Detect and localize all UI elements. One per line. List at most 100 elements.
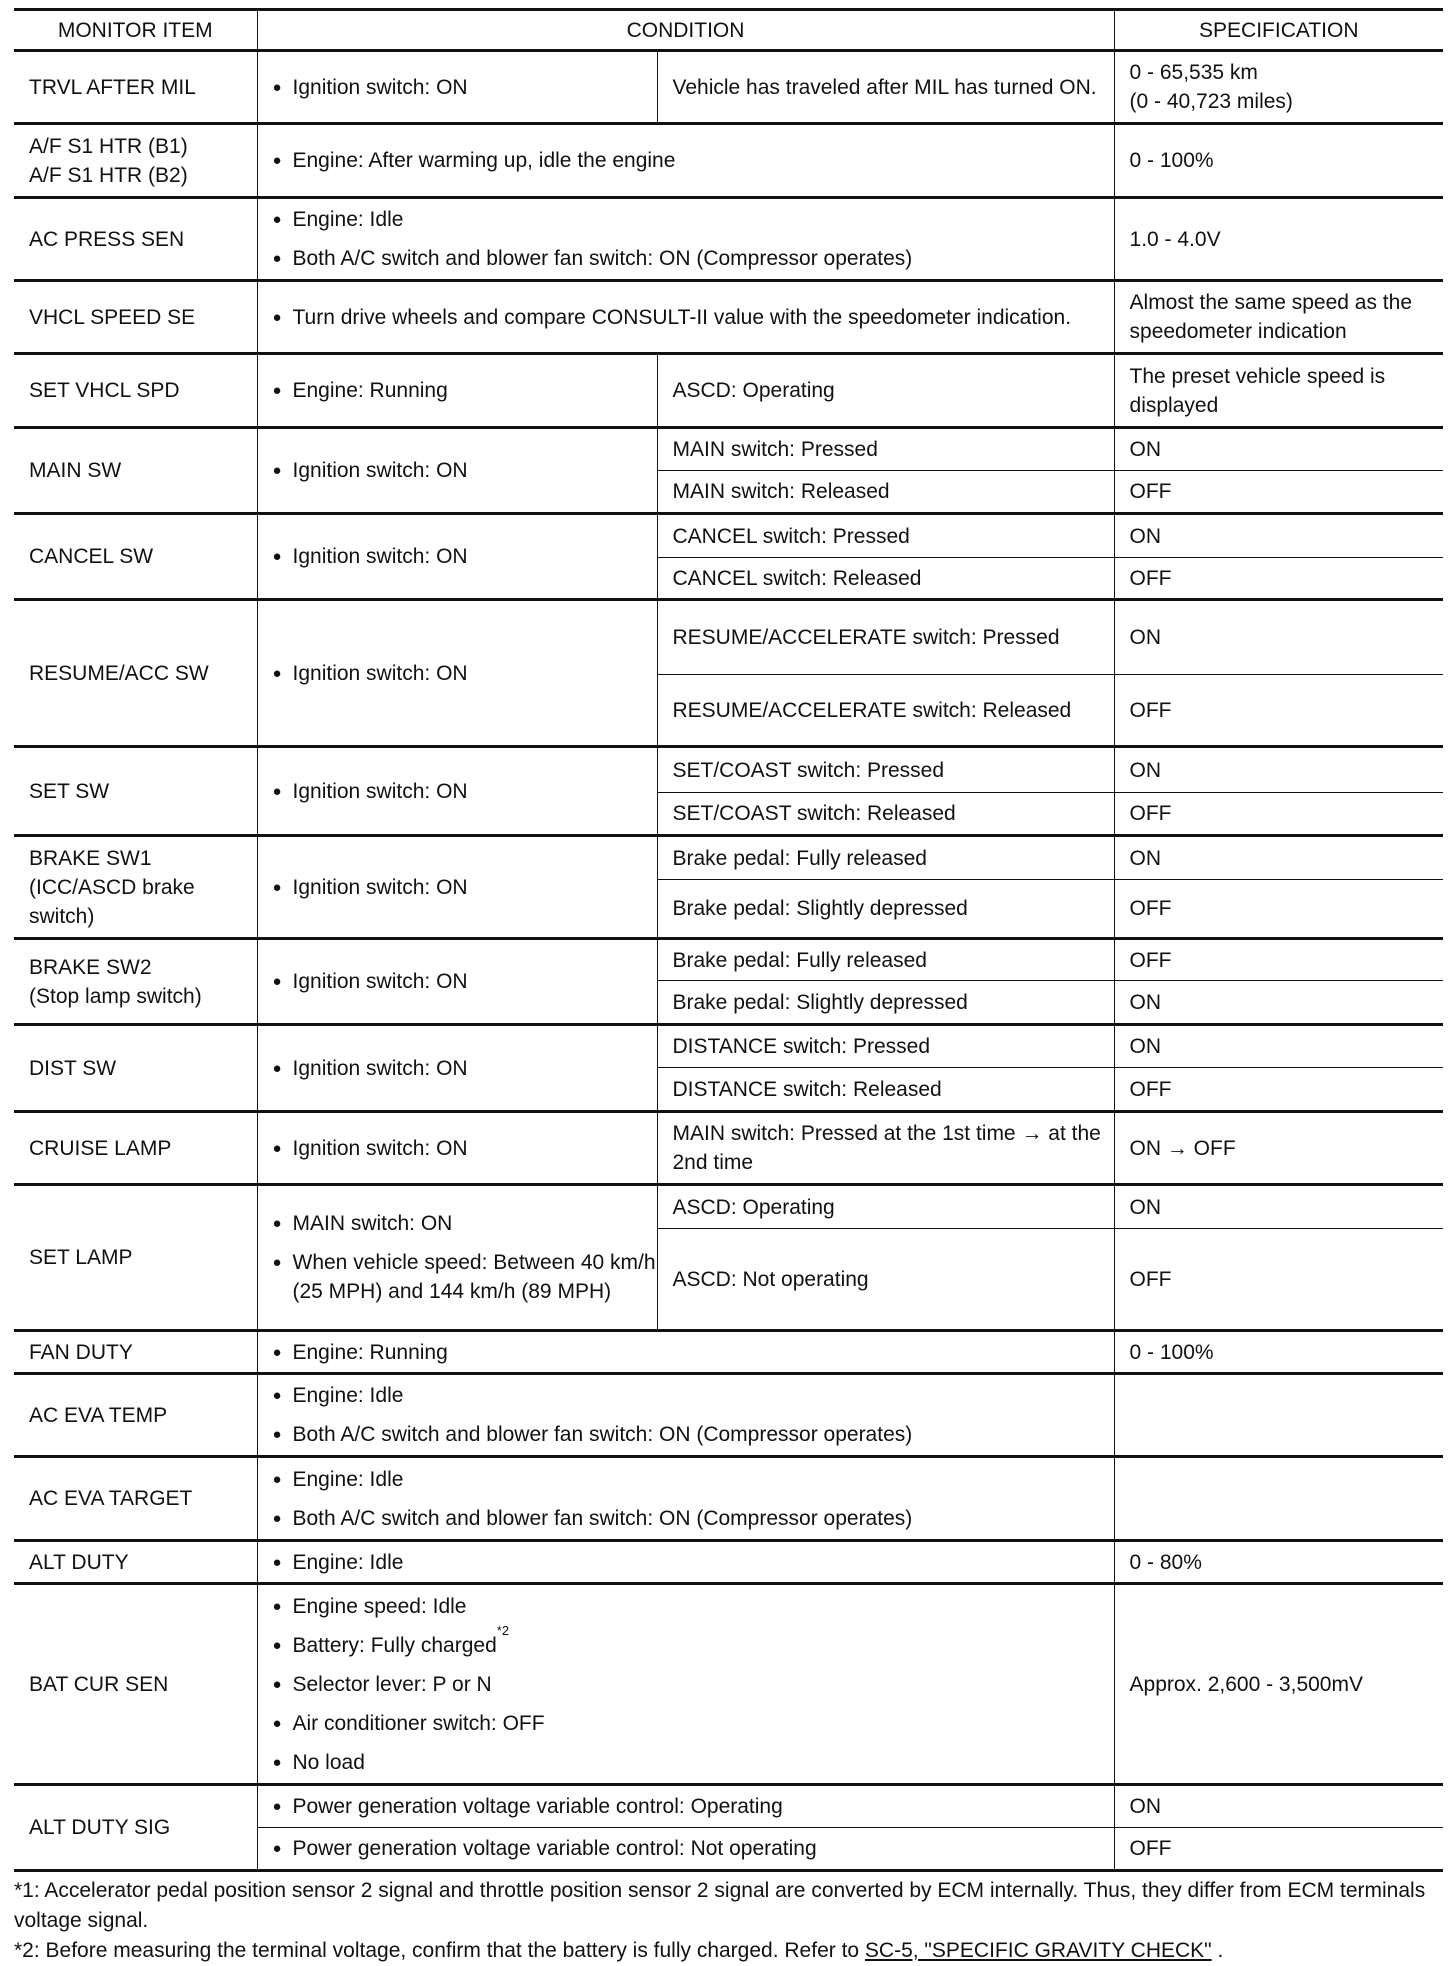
bullet-icon: ● <box>272 1059 282 1077</box>
specification-cell: ON <box>1113 834 1444 880</box>
bullet-icon: ● <box>272 78 282 96</box>
bullet-icon: ● <box>272 1714 282 1732</box>
condition-text: Battery: Fully charged <box>292 1633 497 1657</box>
monitor-item-label: MAIN SW <box>14 426 258 514</box>
bullet-icon: ● <box>272 1597 282 1615</box>
monitor-item-label: SET SW <box>14 745 258 836</box>
condition-bullet: ● No load <box>273 1748 1114 1777</box>
bullet-icon: ● <box>272 878 282 896</box>
condition-bullet: ● Selector lever: P or N <box>273 1670 1114 1699</box>
condition-bullet: ● Ignition switch: ON <box>273 456 657 485</box>
sub-condition-cell: Brake pedal: Slightly depressed <box>657 980 1115 1025</box>
bullet-icon: ● <box>272 548 282 565</box>
monitor-item-table: MONITOR ITEM CONDITION SPECIFICATION TRV… <box>14 8 1444 1872</box>
condition-cell: ● Ignition switch: ON <box>256 1110 658 1185</box>
specification-cell: ON <box>1113 426 1444 471</box>
condition-bullet: ● Ignition switch: ON <box>273 73 657 102</box>
header-monitor-item: MONITOR ITEM <box>14 8 258 51</box>
specification-cell: ON <box>1113 980 1444 1025</box>
header-condition: CONDITION <box>256 8 1115 51</box>
table-row: SET VHCL SPD ● Engine: Running ASCD: Operat… <box>14 352 1444 428</box>
sub-condition-cell: CANCEL switch: Released <box>657 557 1115 600</box>
bullet-icon: ● <box>272 250 282 267</box>
condition-cell: ● Ignition switch: ON <box>256 834 658 939</box>
condition-cell: ● Engine: Idle <box>256 1539 1115 1584</box>
bullet-icon: ● <box>272 664 282 682</box>
specification-cell <box>1113 1372 1444 1457</box>
table-row: ASCD: Not operating OFF <box>14 1228 1444 1331</box>
monitor-item-label: BRAKE SW1 (ICC/ASCD brake switch) <box>14 834 258 939</box>
condition-text: Engine: Idle <box>292 1550 404 1574</box>
condition-text: Engine: Running <box>292 379 448 402</box>
condition-bullet: ● Power generation voltage variable contr… <box>273 1834 1114 1863</box>
condition-bullet: ● Both A/C switch and blower fan switch: … <box>273 244 1114 273</box>
specific-gravity-check-link[interactable]: SC-5, "SPECIFIC GRAVITY CHECK" <box>864 1939 1212 1962</box>
table-row: TRVL AFTER MIL ● Ignition switch: ON Vehicl… <box>14 49 1444 124</box>
sub-condition-cell: Brake pedal: Fully released <box>656 834 1115 880</box>
table-row: FAN DUTY ● Engine: Running 0 - 100% <box>14 1329 1444 1374</box>
table-row: CANCEL switch: Released OFF <box>14 557 1444 600</box>
condition-bullet: ● When vehicle speed: Between 40 km/h (25… <box>273 1248 657 1306</box>
specification-cell: ON → OFF <box>1113 1110 1444 1185</box>
condition-bullet: ● Ignition switch: ON <box>273 967 657 996</box>
monitor-item-label: ALT DUTY <box>14 1539 258 1584</box>
footnote-2-end: . <box>1211 1939 1224 1962</box>
table-row: RESUME/ACCELERATE switch: Released OFF <box>14 674 1444 747</box>
table-row: Brake pedal: Slightly depressed OFF <box>14 879 1444 939</box>
bullet-icon: ● <box>272 1675 282 1693</box>
condition-cell: ● Engine speed: Idle ● Battery: Fully charg… <box>256 1582 1115 1785</box>
specification-cell: OFF <box>1113 1067 1444 1112</box>
sub-condition-cell: ASCD: Operating <box>656 352 1115 428</box>
condition-text: Power generation voltage variable contro… <box>292 1795 783 1818</box>
condition-cell: ● Engine: Running <box>256 1329 1115 1374</box>
monitor-item-label: SET VHCL SPD <box>14 352 258 428</box>
specification-cell: ON <box>1113 1183 1444 1229</box>
condition-bullet: ● Ignition switch: ON <box>273 777 657 806</box>
condition-text: Turn drive wheels and compare CONSULT-II… <box>292 305 1072 329</box>
table-row: RESUME/ACC SW ● Ignition switch: ON RESUME/… <box>14 598 1444 747</box>
bullet-icon: ● <box>272 1254 282 1271</box>
specification-cell: OFF <box>1113 1228 1444 1331</box>
condition-bullet: ● Engine: Running <box>273 1338 1114 1367</box>
footnotes: *1: Accelerator pedal position sensor 2 … <box>14 1876 1444 1966</box>
condition-text: When vehicle speed: Between 40 km/h (25 … <box>292 1251 656 1303</box>
footnote-2-text: *2: Before measuring the terminal voltag… <box>14 1939 865 1962</box>
condition-bullet: ● Both A/C switch and blower fan switch: … <box>273 1504 1114 1533</box>
table-row: BRAKE SW1 (ICC/ASCD brake switch) ● Igniti… <box>14 834 1444 939</box>
bullet-icon: ● <box>272 1798 282 1815</box>
sub-condition-cell: MAIN switch: Released <box>657 470 1115 514</box>
specification-cell <box>1113 1455 1444 1541</box>
monitor-item-label: AC EVA TEMP <box>14 1372 258 1457</box>
condition-text: Ignition switch: ON <box>292 75 468 99</box>
table-row: ALT DUTY ● Engine: Idle 0 - 80% <box>14 1539 1444 1584</box>
condition-cell: ● Ignition switch: ON <box>256 49 658 124</box>
monitor-item-label: DIST SW <box>14 1023 258 1112</box>
condition-bullet: ● Engine: Idle <box>273 1381 1114 1410</box>
condition-cell: ● Power generation voltage variable contr… <box>257 1827 1115 1872</box>
monitor-item-label: CRUISE LAMP <box>14 1110 258 1185</box>
table-row: BAT CUR SEN ● Engine speed: Idle ● Battery: … <box>14 1582 1444 1785</box>
bullet-icon: ● <box>272 1753 282 1771</box>
condition-text: MAIN switch: ON <box>292 1212 453 1235</box>
monitor-item-label: CANCEL SW <box>14 512 258 600</box>
specification-cell: OFF <box>1113 1827 1444 1872</box>
specification-cell: ON <box>1113 512 1444 558</box>
condition-bullet: ● Engine: Running <box>273 376 657 405</box>
condition-text: Engine: Idle <box>292 1467 404 1491</box>
table-row: DIST SW ● Ignition switch: ON DISTANCE swit… <box>14 1023 1444 1112</box>
header-row: MONITOR ITEM CONDITION SPECIFICATION <box>14 8 1444 51</box>
bullet-icon: ● <box>272 1215 282 1232</box>
condition-bullet: ● Both A/C switch and blower fan switch: … <box>273 1420 1114 1449</box>
bullet-icon: ● <box>272 1387 282 1404</box>
specification-cell: The preset vehicle speed is displayed <box>1113 352 1444 428</box>
specification-cell: 0 - 65,535 km (0 - 40,723 miles) <box>1113 49 1444 124</box>
condition-text: Both A/C switch and blower fan switch: O… <box>292 1423 913 1446</box>
sub-condition-cell: CANCEL switch: Pressed <box>656 512 1115 558</box>
condition-text: Ignition switch: ON <box>292 459 468 482</box>
condition-cell: ● Engine: Idle ● Both A/C switch and blower… <box>256 196 1115 281</box>
table-row: AC PRESS SEN ● Engine: Idle ● Both A/C switc… <box>14 196 1444 281</box>
condition-cell: ● Engine: Running <box>256 352 658 428</box>
monitor-item-label: A/F S1 HTR (B1) A/F S1 HTR (B2) <box>14 122 258 198</box>
monitor-item-label: BAT CUR SEN <box>14 1582 258 1785</box>
monitor-item-label: ALT DUTY SIG <box>14 1783 258 1872</box>
